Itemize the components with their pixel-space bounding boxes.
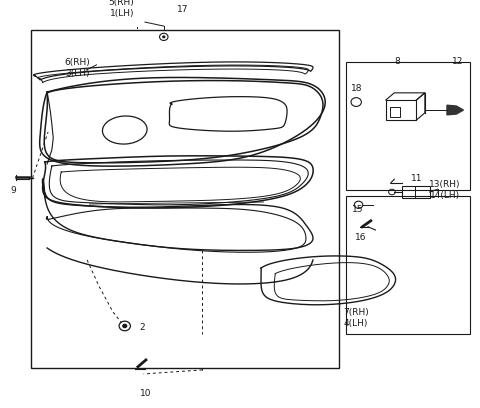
Text: 2: 2 xyxy=(139,324,144,333)
Text: 13(RH)
14(LH): 13(RH) 14(LH) xyxy=(429,180,460,200)
Text: 16: 16 xyxy=(355,233,367,242)
Bar xyxy=(390,107,400,117)
Text: 17: 17 xyxy=(177,5,188,14)
Text: 8: 8 xyxy=(395,57,400,66)
Text: 10: 10 xyxy=(140,389,152,398)
Bar xyxy=(402,186,430,198)
Text: 12: 12 xyxy=(452,57,463,66)
Text: 5(RH)
1(LH): 5(RH) 1(LH) xyxy=(108,0,134,18)
Bar xyxy=(31,30,339,368)
Text: 6(RH)
3(LH): 6(RH) 3(LH) xyxy=(65,58,91,78)
Polygon shape xyxy=(447,105,464,115)
Circle shape xyxy=(163,36,165,38)
Bar xyxy=(346,62,470,190)
Text: 11: 11 xyxy=(411,173,422,182)
Circle shape xyxy=(123,324,127,328)
Text: 18: 18 xyxy=(350,84,362,93)
Text: 15: 15 xyxy=(352,206,363,215)
Bar xyxy=(386,100,416,120)
Text: 7(RH)
4(LH): 7(RH) 4(LH) xyxy=(344,308,369,328)
Text: 9: 9 xyxy=(11,186,16,195)
Bar xyxy=(346,196,470,334)
